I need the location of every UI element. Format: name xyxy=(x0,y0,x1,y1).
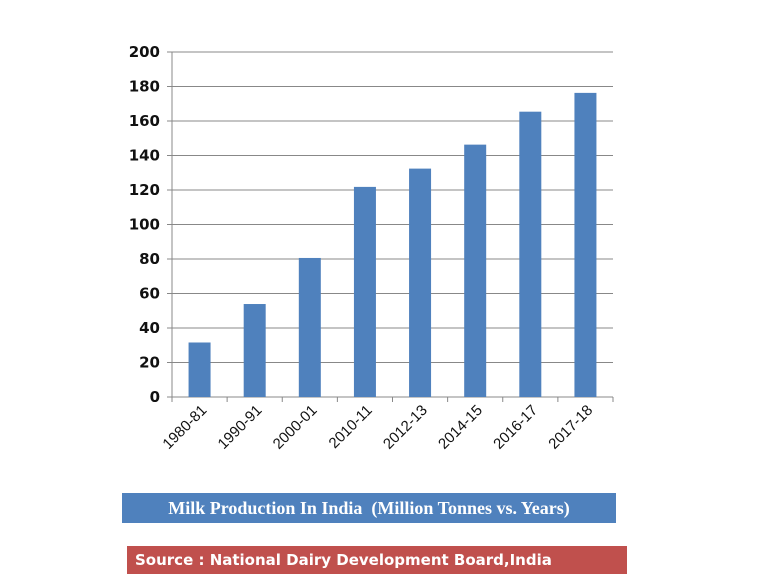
x-tick-label: 2010-11 xyxy=(326,402,376,452)
y-tick-label: 100 xyxy=(129,216,160,234)
bar-2010-11 xyxy=(353,186,376,397)
y-tick-label: 0 xyxy=(150,388,160,406)
y-tick-label: 200 xyxy=(129,43,160,61)
bar-1980-81 xyxy=(188,342,211,397)
x-tick-label: 2017-18 xyxy=(545,402,596,453)
y-tick-label: 80 xyxy=(139,250,160,268)
y-tick-label: 180 xyxy=(129,78,160,96)
bar-2017-18 xyxy=(574,92,597,397)
source-note: Source : National Dairy Development Boar… xyxy=(127,546,627,574)
bar-2016-17 xyxy=(519,111,542,397)
y-tick-label: 40 xyxy=(139,319,160,337)
y-tick-label: 120 xyxy=(129,181,160,199)
bar-1990-91 xyxy=(243,304,266,397)
y-tick-label: 140 xyxy=(129,147,160,165)
x-tick-label: 2012-13 xyxy=(380,402,431,453)
x-tick-label: 2016-17 xyxy=(490,402,541,453)
bar-chart: 0 20 40 60 80 100 120 140 160 180 200 1980-81 1990-9… xyxy=(129,43,614,453)
chart-title: Milk Production In India (Million Tonnes… xyxy=(122,493,616,523)
y-tick-label: 160 xyxy=(129,112,160,130)
bar-2000-01 xyxy=(298,257,321,397)
x-tick-label: 2000-01 xyxy=(270,402,321,453)
x-tick-label: 1990-91 xyxy=(215,402,266,453)
x-tick-label: 1980-81 xyxy=(159,402,210,453)
y-tick-label: 20 xyxy=(139,354,160,372)
x-tick-label: 2014-15 xyxy=(435,402,486,453)
bar-2012-13 xyxy=(409,168,432,397)
bar-2014-15 xyxy=(464,144,487,397)
y-tick-label: 60 xyxy=(139,285,160,303)
